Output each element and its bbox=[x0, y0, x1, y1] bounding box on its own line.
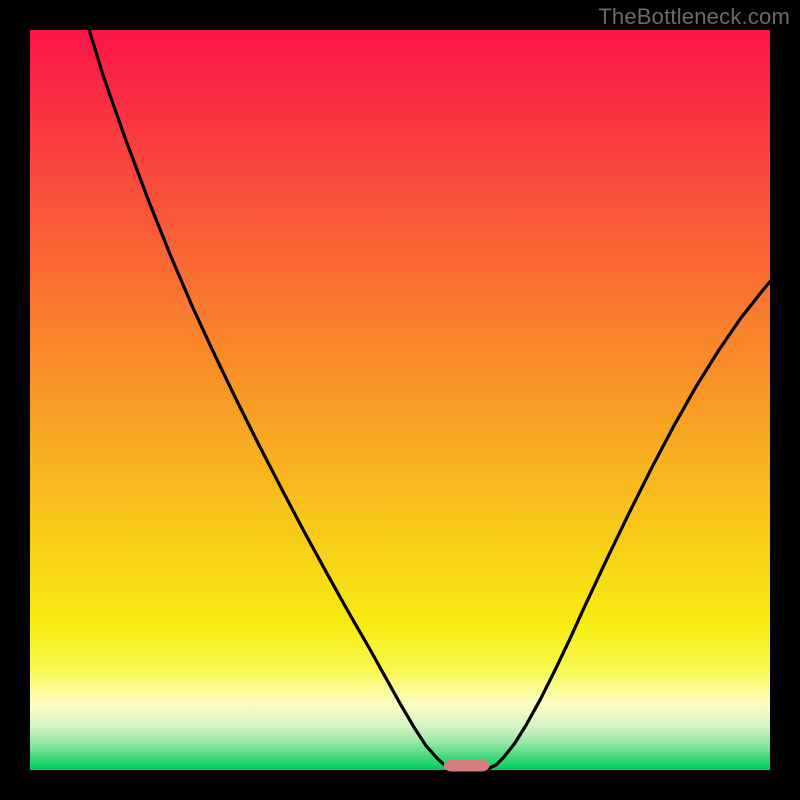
watermark-label: TheBottleneck.com bbox=[598, 4, 790, 30]
optimal-marker bbox=[444, 760, 490, 772]
chart-container: TheBottleneck.com bbox=[0, 0, 800, 800]
plot-area bbox=[30, 30, 770, 770]
bottleneck-chart bbox=[0, 0, 800, 800]
